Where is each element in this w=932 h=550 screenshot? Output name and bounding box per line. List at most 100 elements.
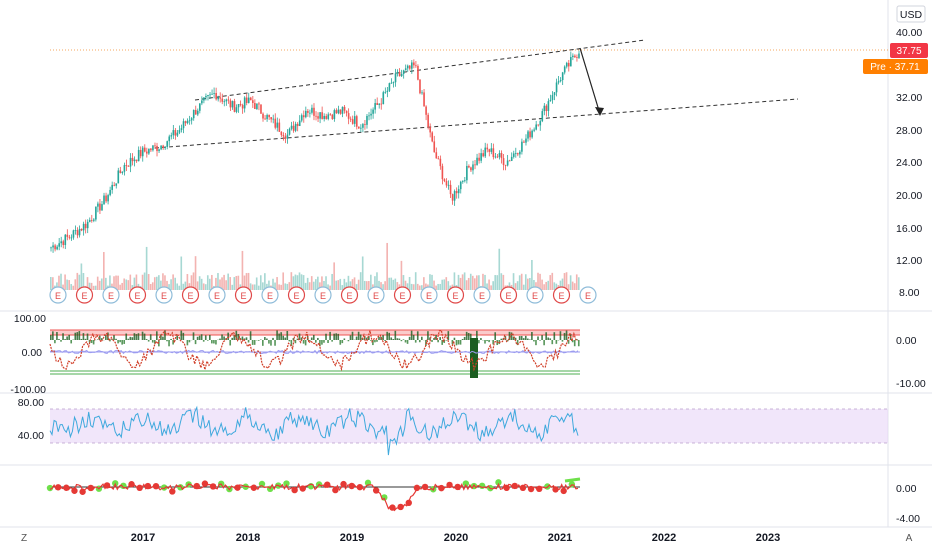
volume-bar (221, 277, 223, 290)
osc1-histogram-bar (317, 337, 319, 340)
earnings-marker[interactable]: E (102, 286, 120, 304)
osc1-histogram-bar (543, 340, 545, 346)
osc1-histogram-bar (547, 337, 550, 340)
osc1-histogram-bar (531, 332, 533, 340)
candle-body (476, 157, 478, 165)
lower-channel-line[interactable] (154, 98, 799, 149)
volume-bar (465, 280, 468, 290)
earnings-marker[interactable]: E (393, 286, 412, 304)
candle-body (194, 109, 197, 115)
earnings-marker[interactable]: E (181, 286, 200, 304)
earnings-marker[interactable]: E (234, 286, 253, 304)
candle-body (60, 241, 63, 244)
osc1-histogram-bar (461, 338, 464, 340)
earnings-marker[interactable]: E (367, 286, 385, 304)
candle-body (158, 149, 160, 152)
earnings-marker[interactable]: E (499, 286, 518, 304)
earnings-marker[interactable]: E (128, 286, 147, 304)
candle-body (225, 99, 228, 102)
earnings-circle (446, 286, 465, 304)
volume-bar (215, 277, 217, 290)
price-series (50, 50, 580, 253)
candle-body (166, 141, 169, 147)
osc1-histogram-bar (439, 337, 441, 340)
candle-body (368, 115, 370, 117)
earnings-marker[interactable]: E (261, 286, 279, 304)
earnings-marker[interactable]: E (155, 286, 173, 304)
volume-bar (339, 278, 342, 290)
volume-bar (123, 278, 126, 290)
volume-bar (551, 272, 554, 290)
earnings-letter: E (452, 291, 458, 301)
candle-body (543, 105, 546, 112)
candle-body (337, 109, 340, 114)
osc1-histogram-bar (418, 340, 421, 343)
candle-body (433, 141, 436, 153)
volume-bar (535, 282, 537, 290)
candle-body (370, 113, 372, 116)
candle-body (86, 221, 89, 229)
earnings-marker[interactable]: E (49, 286, 67, 304)
zoom-toggle-button[interactable]: Z (21, 533, 27, 544)
candle-body (325, 115, 328, 119)
volume-bar (471, 275, 474, 290)
earnings-marker[interactable]: E (340, 286, 359, 304)
earnings-marker[interactable]: E (208, 286, 226, 304)
candle-body (415, 65, 417, 67)
osc1-histogram-bar (402, 339, 405, 340)
earnings-marker[interactable]: E (552, 286, 571, 304)
candle-body (203, 97, 205, 101)
osc1-histogram-bar (404, 340, 407, 343)
earnings-circle (473, 286, 491, 304)
osc1-histogram-bar (378, 336, 380, 340)
candle-body (533, 129, 535, 131)
candle-body (254, 103, 256, 110)
volume-bar (341, 285, 344, 290)
earnings-marker[interactable]: E (75, 286, 94, 304)
osc1-histogram-bar (325, 333, 327, 340)
osc1-histogram-bar (370, 340, 372, 341)
earnings-marker[interactable]: E (314, 286, 332, 304)
volume-bar (569, 275, 572, 290)
volume-bar (255, 277, 258, 290)
osc1-histogram-bar (129, 336, 132, 340)
earnings-marker[interactable]: E (579, 286, 597, 304)
candle-body (553, 92, 556, 96)
projection-arrow[interactable] (579, 47, 601, 115)
earnings-marker[interactable]: E (473, 286, 491, 304)
upper-channel-line[interactable] (194, 39, 646, 101)
earnings-marker[interactable]: E (526, 286, 544, 304)
volume-bar (231, 284, 234, 290)
currency-button[interactable] (896, 5, 926, 23)
auto-scale-button[interactable]: A (906, 533, 913, 544)
candle-body (227, 99, 230, 101)
candle-body (563, 66, 566, 73)
candle-body (331, 114, 334, 119)
candle-body (211, 93, 213, 95)
osc1-histogram-bar (347, 340, 350, 342)
candle-body (339, 109, 342, 114)
candle-body (480, 153, 482, 161)
price-axis[interactable]: 40.00 32.00 28.00 24.00 20.00 16.00 12.0… (896, 27, 922, 299)
osc3-dot (332, 486, 339, 494)
osc1-histogram-bar (284, 337, 287, 340)
osc1-histogram-bar (274, 340, 276, 346)
last-price-label: 37.75 (896, 46, 921, 57)
osc1-histogram-bar (319, 340, 321, 347)
volume-bar (278, 284, 280, 290)
osc1-histogram-bar (229, 340, 232, 346)
volume-bar (498, 248, 501, 290)
earnings-marker[interactable]: E (287, 286, 306, 304)
volume-bar (577, 277, 580, 290)
candle-body (129, 157, 132, 167)
candle-body (341, 106, 344, 114)
volume-bar (217, 273, 219, 290)
earnings-marker[interactable]: E (446, 286, 465, 304)
time-axis[interactable]: 2017 2018 2019 2020 2021 2022 2023 (131, 532, 780, 544)
osc1-histogram-bar (288, 340, 291, 342)
earnings-marker[interactable]: E (420, 286, 438, 304)
candle-body (402, 70, 405, 74)
osc1-histogram-bar (84, 338, 87, 340)
